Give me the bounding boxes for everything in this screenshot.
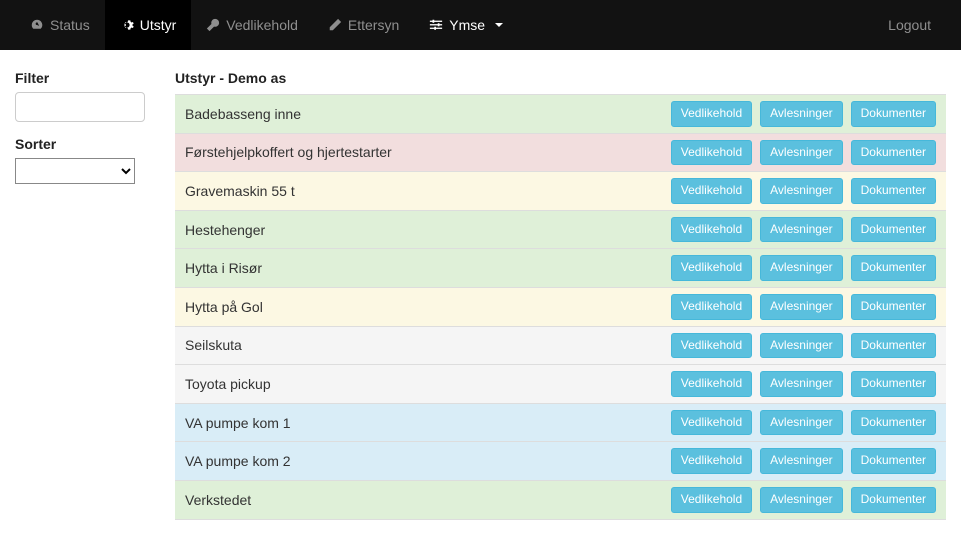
avlesninger-button[interactable]: Avlesninger <box>760 217 842 243</box>
pencil-icon <box>328 18 342 32</box>
equipment-name: VA pumpe kom 2 <box>185 453 663 469</box>
dokumenter-button[interactable]: Dokumenter <box>851 410 936 436</box>
avlesninger-button[interactable]: Avlesninger <box>760 448 842 474</box>
gear-icon <box>120 18 134 32</box>
nav-ymse[interactable]: Ymse <box>414 0 518 50</box>
filter-input[interactable] <box>15 92 145 122</box>
table-row: Gravemaskin 55 t Vedlikehold Avlesninger Do… <box>175 172 946 211</box>
vedlikehold-button[interactable]: Vedlikehold <box>671 410 752 436</box>
nav-right: Logout <box>873 0 946 50</box>
dokumenter-button[interactable]: Dokumenter <box>851 140 936 166</box>
vedlikehold-button[interactable]: Vedlikehold <box>671 217 752 243</box>
avlesninger-button[interactable]: Avlesninger <box>760 333 842 359</box>
equipment-name: Hytta på Gol <box>185 299 663 315</box>
dokumenter-button[interactable]: Dokumenter <box>851 333 936 359</box>
vedlikehold-button[interactable]: Vedlikehold <box>671 487 752 513</box>
vedlikehold-button[interactable]: Vedlikehold <box>671 448 752 474</box>
equipment-name: Badebasseng inne <box>185 106 663 122</box>
avlesninger-button[interactable]: Avlesninger <box>760 178 842 204</box>
equipment-name: Hytta i Risør <box>185 260 663 276</box>
nav-ettersyn[interactable]: Ettersyn <box>313 0 414 50</box>
dokumenter-button[interactable]: Dokumenter <box>851 217 936 243</box>
table-row: Hestehenger Vedlikehold Avlesninger Dokumen… <box>175 211 946 250</box>
table-row: Verkstedet Vedlikehold Avlesninger Dokument… <box>175 481 946 520</box>
nav-logout-label: Logout <box>888 17 931 33</box>
nav-vedlikehold[interactable]: Vedlikehold <box>191 0 313 50</box>
avlesninger-button[interactable]: Avlesninger <box>760 140 842 166</box>
table-row: Hytta på Gol Vedlikehold Avlesninger Dokume… <box>175 288 946 327</box>
top-navbar: Status Utstyr Vedlikehold Ettersyn Ymse <box>0 0 961 50</box>
nav-utstyr-label: Utstyr <box>140 17 177 33</box>
dokumenter-button[interactable]: Dokumenter <box>851 101 936 127</box>
table-row: Hytta i Risør Vedlikehold Avlesninger Dokum… <box>175 249 946 288</box>
avlesninger-button[interactable]: Avlesninger <box>760 487 842 513</box>
equipment-name: VA pumpe kom 1 <box>185 415 663 431</box>
table-row: VA pumpe kom 2 Vedlikehold Avlesninger Doku… <box>175 442 946 481</box>
equipment-name: Gravemaskin 55 t <box>185 183 663 199</box>
wrench-icon <box>206 18 220 32</box>
table-row: Toyota pickup Vedlikehold Avlesninger Dokum… <box>175 365 946 404</box>
nav-ettersyn-label: Ettersyn <box>348 17 399 33</box>
dokumenter-button[interactable]: Dokumenter <box>851 178 936 204</box>
nav-vedlikehold-label: Vedlikehold <box>226 17 298 33</box>
nav-left: Status Utstyr Vedlikehold Ettersyn Ymse <box>15 0 518 50</box>
sorter-label: Sorter <box>15 136 145 152</box>
dokumenter-button[interactable]: Dokumenter <box>851 487 936 513</box>
vedlikehold-button[interactable]: Vedlikehold <box>671 294 752 320</box>
nav-logout[interactable]: Logout <box>873 0 946 50</box>
nav-status-label: Status <box>50 17 90 33</box>
equipment-list: Badebasseng inne Vedlikehold Avlesninger Do… <box>175 94 946 520</box>
dokumenter-button[interactable]: Dokumenter <box>851 294 936 320</box>
dokumenter-button[interactable]: Dokumenter <box>851 371 936 397</box>
main: Utstyr - Demo as Badebasseng inne Vedlike… <box>175 70 946 520</box>
dashboard-icon <box>30 18 44 32</box>
avlesninger-button[interactable]: Avlesninger <box>760 255 842 281</box>
vedlikehold-button[interactable]: Vedlikehold <box>671 371 752 397</box>
nav-ymse-label: Ymse <box>449 17 485 33</box>
page-title: Utstyr - Demo as <box>175 70 946 86</box>
sorter-group: Sorter <box>15 136 145 184</box>
dokumenter-button[interactable]: Dokumenter <box>851 448 936 474</box>
vedlikehold-button[interactable]: Vedlikehold <box>671 101 752 127</box>
vedlikehold-button[interactable]: Vedlikehold <box>671 333 752 359</box>
chevron-down-icon <box>495 23 503 27</box>
avlesninger-button[interactable]: Avlesninger <box>760 101 842 127</box>
avlesninger-button[interactable]: Avlesninger <box>760 410 842 436</box>
equipment-name: Førstehjelpkoffert og hjertestarter <box>185 144 663 160</box>
avlesninger-button[interactable]: Avlesninger <box>760 371 842 397</box>
equipment-name: Verkstedet <box>185 492 663 508</box>
filter-group: Filter <box>15 70 145 122</box>
equipment-name: Toyota pickup <box>185 376 663 392</box>
dokumenter-button[interactable]: Dokumenter <box>851 255 936 281</box>
content: Filter Sorter Utstyr - Demo as Badebasse… <box>0 50 961 540</box>
vedlikehold-button[interactable]: Vedlikehold <box>671 255 752 281</box>
equipment-name: Seilskuta <box>185 337 663 353</box>
avlesninger-button[interactable]: Avlesninger <box>760 294 842 320</box>
equipment-name: Hestehenger <box>185 222 663 238</box>
table-row: Badebasseng inne Vedlikehold Avlesninger Do… <box>175 95 946 134</box>
table-row: VA pumpe kom 1 Vedlikehold Avlesninger Doku… <box>175 404 946 443</box>
table-row: Seilskuta Vedlikehold Avlesninger Dokumente… <box>175 327 946 366</box>
table-row: Førstehjelpkoffert og hjertestarter Vedli… <box>175 134 946 173</box>
nav-status[interactable]: Status <box>15 0 105 50</box>
filter-label: Filter <box>15 70 145 86</box>
sidebar: Filter Sorter <box>15 70 145 520</box>
nav-utstyr[interactable]: Utstyr <box>105 0 192 50</box>
sliders-icon <box>429 18 443 32</box>
vedlikehold-button[interactable]: Vedlikehold <box>671 140 752 166</box>
sorter-select[interactable] <box>15 158 135 184</box>
vedlikehold-button[interactable]: Vedlikehold <box>671 178 752 204</box>
